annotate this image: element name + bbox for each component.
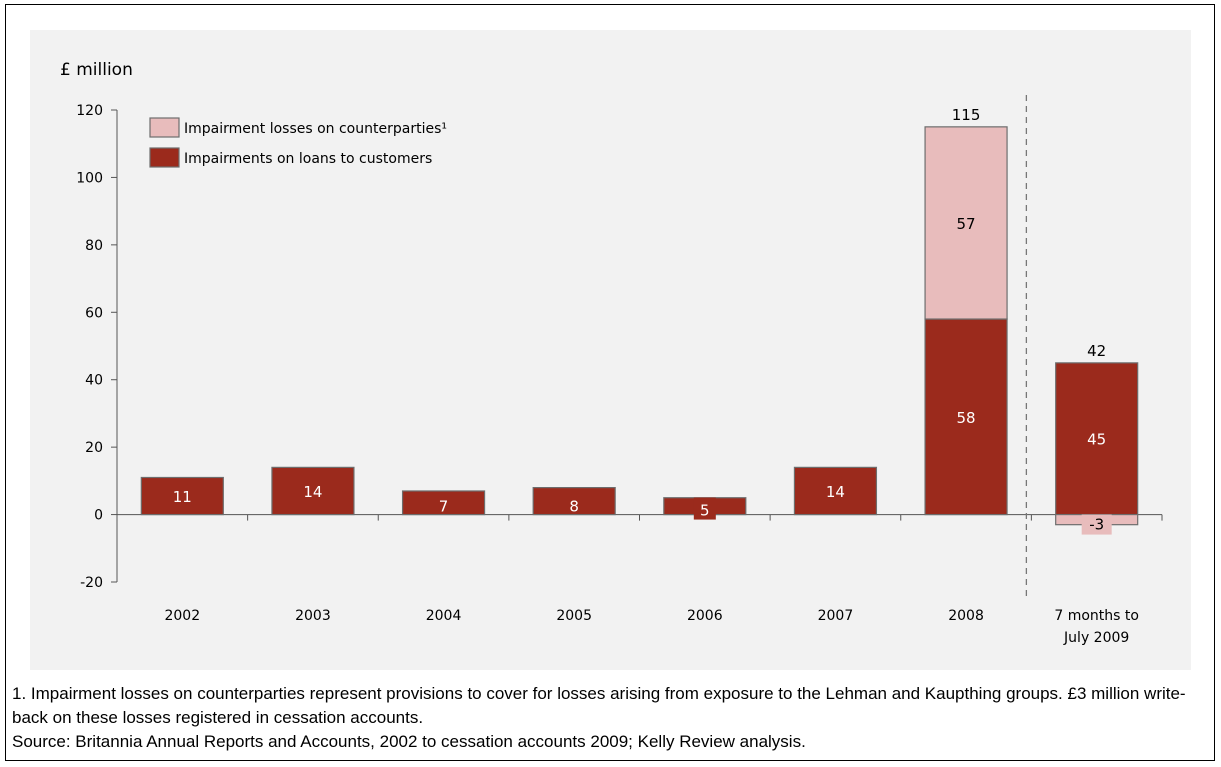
y-tick-label: 0 [94,508,103,524]
legend-swatch-loans [149,147,180,168]
bar-loans-to-customers [140,476,224,516]
x-tick-label: 2004 [426,608,462,624]
bar-loans-to-customers [401,490,486,516]
x-tick-label: 2007 [818,608,854,624]
y-tick-label: -20 [80,575,103,591]
notes: 1. Impairment losses on counterparties r… [12,682,1202,754]
legend-label-loans: Impairments on loans to customers [184,151,432,167]
data-label-total: 42 [1087,342,1106,360]
data-label-bg [693,497,716,520]
x-tick-label: 2005 [556,608,592,624]
y-unit-label: £ million [60,60,133,80]
bar-loans-to-customers [924,318,1008,516]
data-label-loans: 14 [303,483,322,501]
data-label-loans: 7 [439,498,449,516]
x-tick-label: 2002 [164,608,200,624]
y-tick-label: 60 [85,305,103,321]
bar-loans-to-customers [271,466,355,516]
y-tick-label: 40 [85,373,103,389]
data-label-total: 115 [952,106,981,124]
data-label-loans: 14 [826,483,845,501]
bar-counterparty-losses [924,126,1008,320]
bar-loans-to-customers [1055,362,1139,516]
data-label-loans: 5 [700,502,710,520]
y-tick-label: 100 [76,170,103,186]
data-label-loans: 8 [569,498,579,516]
bar-chart: £ million -20 0 20 40 60 80 100 120 11 2002 14 2003 7… [60,60,1163,646]
footnote: 1. Impairment losses on counterparties r… [12,684,1186,727]
data-label-loans: 11 [173,488,192,506]
data-label-counterparties: -3 [1089,516,1104,534]
x-tick-label: 2006 [687,608,723,624]
data-label-loans: 58 [957,409,976,427]
data-label-bg [1081,514,1112,535]
y-tick-label: 20 [85,440,103,456]
data-label-counterparties: 57 [957,215,976,233]
x-tick-label: 7 months to [1054,608,1139,624]
x-tick-label: July 2009 [1063,630,1129,646]
bar-loans-to-customers [793,466,878,516]
legend-swatch-counterparties [149,117,180,138]
data-label-loans: 45 [1087,431,1106,449]
x-tick-label: 2008 [948,608,984,624]
x-tick-label: 2003 [295,608,331,624]
legend-label-counterparties: Impairment losses on counterparties¹ [184,121,447,137]
bar-loans-to-customers [532,487,616,516]
y-tick-label: 120 [76,103,103,119]
y-tick-label: 80 [85,238,103,254]
source-note: Source: Britannia Annual Reports and Acc… [12,732,806,751]
